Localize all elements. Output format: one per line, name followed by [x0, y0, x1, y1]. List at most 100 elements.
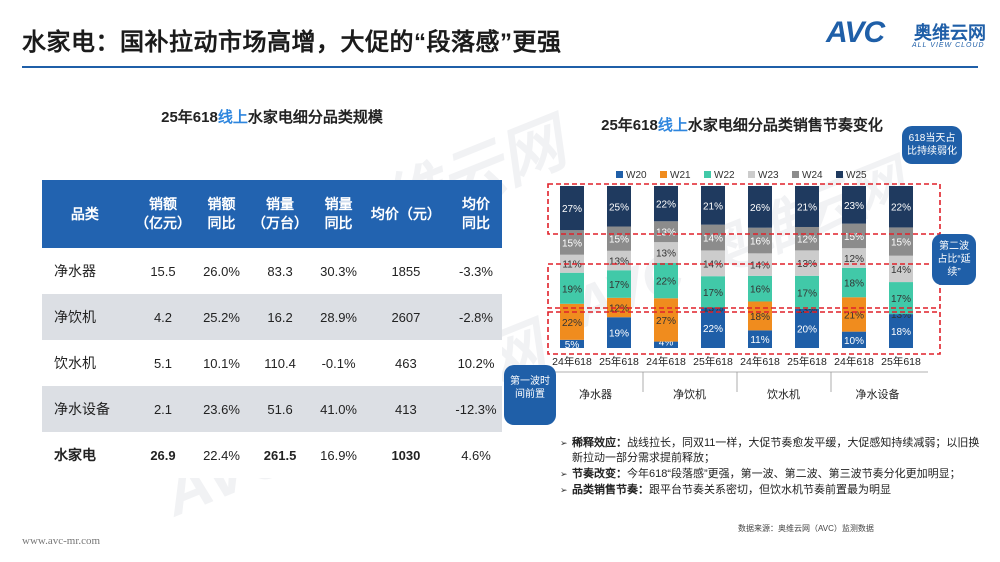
- data-label: 25%: [609, 202, 629, 213]
- data-label: 15%: [609, 235, 629, 246]
- bar-segment: [701, 186, 725, 225]
- data-label: 13%: [797, 305, 817, 316]
- legend-swatch: [704, 171, 711, 178]
- bar-segment: [607, 270, 631, 298]
- table-header-cell: 销额 （亿元）: [127, 180, 199, 248]
- note-text: 跟平台节奏关系密切，但饮水机节奏前置最为明显: [649, 484, 891, 496]
- table-value-cell: 15.5: [127, 248, 199, 294]
- table-value-cell: 23.6%: [198, 386, 245, 432]
- table-value-cell: 26.0%: [198, 248, 245, 294]
- bullet-arrow-icon: ➢: [560, 469, 568, 479]
- table-category-cell: 净水设备: [42, 386, 128, 432]
- data-label: 10%: [844, 336, 864, 347]
- bar-segment: [889, 227, 913, 256]
- table-category-cell: 饮水机: [42, 340, 128, 386]
- data-label: 14%: [703, 259, 723, 270]
- data-label: 14%: [891, 265, 911, 276]
- logo-avc-text: AVC: [826, 16, 885, 49]
- bar-segment: [560, 186, 584, 231]
- data-label: 15%: [562, 238, 582, 249]
- bar-segment: [748, 275, 772, 302]
- x-tick-label: 25年618: [787, 355, 827, 368]
- bar-segment: [842, 331, 866, 348]
- group-label: 饮水机: [767, 387, 800, 401]
- highlight-box-w25: [547, 183, 941, 235]
- data-label: 22%: [656, 277, 676, 288]
- data-label: 20%: [797, 324, 817, 335]
- highlight-box-w22: [547, 263, 941, 309]
- table-value-cell: 22.4%: [198, 432, 245, 478]
- data-label: 15%: [844, 232, 864, 243]
- legend-swatch: [616, 171, 623, 178]
- bar-segment: [654, 298, 678, 342]
- table-value-cell: -3.3%: [450, 248, 502, 294]
- header: 水家电：国补拉动市场高增，大促的“段落感”更强 AVC 奥维云网 ALL VIE…: [0, 0, 1000, 72]
- data-label: 21%: [797, 202, 817, 213]
- table-title: 25年618线上水家电细分品类规模: [161, 109, 383, 126]
- table-header-cell: 品类: [42, 180, 128, 248]
- table-row: 水家电 26.9 22.4% 261.5 16.9% 1030 4.6%: [42, 432, 502, 478]
- table-value-cell: 28.9%: [315, 294, 362, 340]
- header-divider: [22, 66, 978, 68]
- data-label: 15%: [891, 238, 911, 249]
- table-value-cell: 10.1%: [198, 340, 245, 386]
- table-value-cell: 41.0%: [315, 386, 362, 432]
- table-category-cell: 净饮机: [42, 294, 128, 340]
- table-row: 饮水机 5.1 10.1% 110.4 -0.1% 463 10.2%: [42, 340, 502, 386]
- legend-label: W20: [626, 170, 647, 181]
- bar-segment: [560, 272, 584, 304]
- bar-segment: [607, 186, 631, 227]
- legend-label: W22: [714, 170, 735, 181]
- x-tick-label: 24年618: [646, 355, 686, 368]
- table-value-cell: 1855: [361, 248, 451, 294]
- table-header-cell: 销额 同比: [198, 180, 245, 248]
- table-value-cell: 4.2: [127, 294, 199, 340]
- bar-segment: [607, 317, 631, 348]
- callout-mid-right: 第二波占比“延续”: [932, 234, 976, 285]
- bar-segment: [701, 276, 725, 308]
- bar-segment: [560, 303, 584, 340]
- table-value-cell: 83.3: [244, 248, 316, 294]
- data-label: 5%: [565, 340, 580, 351]
- x-tick-label: 25年618: [881, 355, 921, 368]
- legend-swatch: [792, 171, 799, 178]
- bar-segment: [795, 275, 819, 309]
- legend-label: W24: [802, 170, 823, 181]
- callout-left: 第一波时间前置: [504, 365, 556, 425]
- x-tick-label: 25年618: [693, 355, 733, 368]
- table-value-cell: -12.3%: [450, 386, 502, 432]
- table-category-cell: 水家电: [42, 432, 128, 478]
- group-label: 净水设备: [856, 387, 900, 401]
- table-value-cell: 261.5: [244, 432, 316, 478]
- table-value-cell: 413: [361, 386, 451, 432]
- table-row: 净饮机 4.2 25.2% 16.2 28.9% 2607 -2.8%: [42, 294, 502, 340]
- page-title: 水家电：国补拉动市场高增，大促的“段落感”更强: [22, 29, 562, 56]
- data-label: 13%: [656, 249, 676, 260]
- bar-segment: [889, 314, 913, 348]
- data-label: 14%: [703, 234, 723, 245]
- website-url: www.avc-mr.com: [22, 535, 101, 547]
- note-text: 今年618“段落感”更强，第一波、第二波、第三波节奏分化更加明显；: [627, 468, 961, 480]
- group-label: 净水器: [579, 387, 612, 401]
- table-row: 净水器 15.5 26.0% 83.3 30.3% 1855 -3.3%: [42, 248, 502, 294]
- data-label: 16%: [750, 237, 770, 248]
- legend-swatch: [660, 171, 667, 178]
- legend-swatch: [836, 171, 843, 178]
- data-label: 17%: [797, 288, 817, 299]
- data-label: 4%: [659, 338, 674, 349]
- bar-segment: [654, 186, 678, 222]
- table-value-cell: 463: [361, 340, 451, 386]
- data-label: 17%: [891, 294, 911, 305]
- table-value-cell: 1030: [361, 432, 451, 478]
- table-value-cell: -0.1%: [315, 340, 362, 386]
- table-value-cell: 25.2%: [198, 294, 245, 340]
- bar-segment: [654, 221, 678, 243]
- bar-segment: [701, 307, 725, 348]
- note-title: 节奏改变：: [572, 468, 627, 480]
- table-value-cell: 51.6: [244, 386, 316, 432]
- bar-segment: [795, 308, 819, 348]
- data-label: 22%: [703, 324, 723, 335]
- note-title: 品类销售节奏：: [572, 484, 649, 496]
- data-label: 13%: [891, 310, 911, 321]
- legend-label: W21: [670, 170, 691, 181]
